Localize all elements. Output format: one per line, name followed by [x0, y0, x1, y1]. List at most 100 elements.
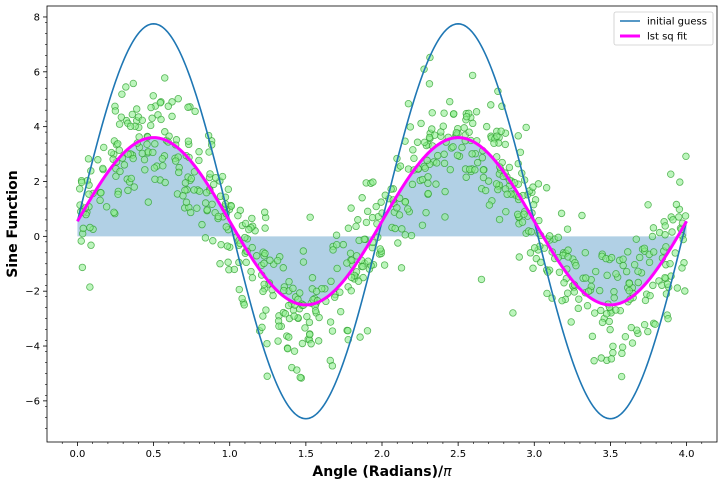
scatter-point — [168, 112, 176, 121]
legend-label-initial-guess: initial guess — [647, 17, 707, 28]
scatter-point — [413, 138, 422, 146]
x-axis-title-text: Angle (Radians)/ — [312, 464, 444, 480]
scatter-point — [432, 180, 440, 188]
scatter-point — [530, 244, 539, 252]
scatter-point — [487, 101, 495, 109]
scatter-point — [241, 219, 250, 228]
x-axis-title-symbol: π — [443, 464, 452, 480]
scatter-point — [339, 240, 348, 249]
scatter-point — [326, 318, 335, 326]
scatter-point — [591, 309, 599, 317]
scatter-point — [96, 196, 104, 205]
scatter-point — [327, 277, 335, 286]
scatter-point — [602, 310, 611, 318]
scatter-point — [462, 112, 471, 121]
scatter-point — [120, 161, 129, 169]
scatter-point — [645, 258, 654, 267]
scatter-point — [619, 255, 627, 263]
scatter-point — [284, 301, 293, 310]
scatter-point — [368, 213, 377, 222]
scatter-point — [114, 190, 122, 198]
scatter-point — [627, 323, 635, 332]
scatter-point — [433, 151, 442, 160]
scatter-point — [440, 150, 448, 158]
scatter-point — [308, 274, 317, 282]
scatter-point — [377, 198, 385, 206]
scatter-point — [590, 357, 598, 365]
scatter-point — [206, 170, 214, 178]
scatter-point — [534, 180, 543, 188]
scatter-point — [214, 212, 223, 221]
scatter-point — [126, 122, 135, 131]
scatter-point — [261, 249, 269, 258]
scatter-point — [201, 234, 210, 242]
scatter-point — [77, 237, 85, 245]
scatter-point — [406, 123, 415, 131]
scatter-point — [619, 261, 627, 270]
scatter-point — [449, 143, 457, 151]
scatter-point — [279, 264, 287, 272]
scatter-point — [242, 258, 250, 267]
scatter-point — [157, 115, 165, 124]
scatter-point — [201, 199, 210, 207]
x-tick-label: 4.0 — [679, 449, 695, 460]
scatter-point — [290, 347, 299, 355]
x-axis-title: Angle (Radians)/π — [312, 464, 452, 480]
scatter-point — [161, 128, 169, 136]
scatter-point — [133, 105, 141, 113]
scatter-point — [458, 143, 466, 152]
scatter-point — [644, 327, 652, 336]
scatter-point — [179, 192, 187, 200]
scatter-point — [667, 170, 675, 178]
scatter-point — [681, 212, 690, 220]
scatter-point — [347, 287, 355, 295]
scatter-point — [545, 232, 554, 240]
scatter-point — [258, 323, 266, 332]
scatter-point — [128, 110, 137, 119]
scatter-point — [479, 166, 488, 174]
scatter-point — [666, 259, 674, 268]
scatter-point — [520, 210, 528, 218]
scatter-point — [143, 140, 151, 148]
scatter-point — [668, 228, 676, 236]
scatter-point — [312, 287, 321, 296]
scatter-point — [409, 146, 417, 154]
scatter-point — [336, 288, 344, 296]
scatter-point — [630, 261, 639, 269]
scatter-point — [224, 185, 233, 194]
scatter-point — [333, 264, 341, 273]
scatter-point — [425, 80, 434, 88]
scatter-point — [149, 92, 157, 100]
scatter-point — [347, 273, 356, 282]
scatter-point — [94, 156, 102, 164]
scatter-point — [662, 243, 670, 251]
scatter-point — [651, 320, 659, 328]
scatter-point — [401, 198, 409, 206]
scatter-point — [640, 244, 649, 252]
scatter-point — [99, 164, 107, 173]
scatter-point — [118, 90, 126, 98]
scatter-point — [356, 333, 364, 341]
scatter-point — [543, 289, 551, 298]
scatter-point — [564, 246, 572, 254]
scatter-point — [495, 215, 504, 224]
scatter-point — [408, 180, 417, 189]
y-tick-label: 2 — [34, 177, 40, 188]
scatter-point — [479, 173, 488, 182]
scatter-point — [184, 137, 193, 145]
scatter-point — [424, 189, 432, 198]
scatter-point — [240, 301, 248, 309]
scatter-point — [344, 224, 353, 232]
scatter-point — [129, 79, 137, 88]
scatter-point — [86, 283, 94, 291]
scatter-point — [202, 188, 211, 197]
scatter-point — [632, 235, 640, 243]
scatter-point — [337, 307, 345, 316]
series-lines-layer — [76, 23, 688, 420]
scatter-point — [283, 345, 292, 353]
scatter-point — [354, 277, 363, 285]
scatter-point — [503, 190, 511, 198]
scatter-point — [114, 140, 122, 148]
scatter-point — [396, 162, 405, 170]
